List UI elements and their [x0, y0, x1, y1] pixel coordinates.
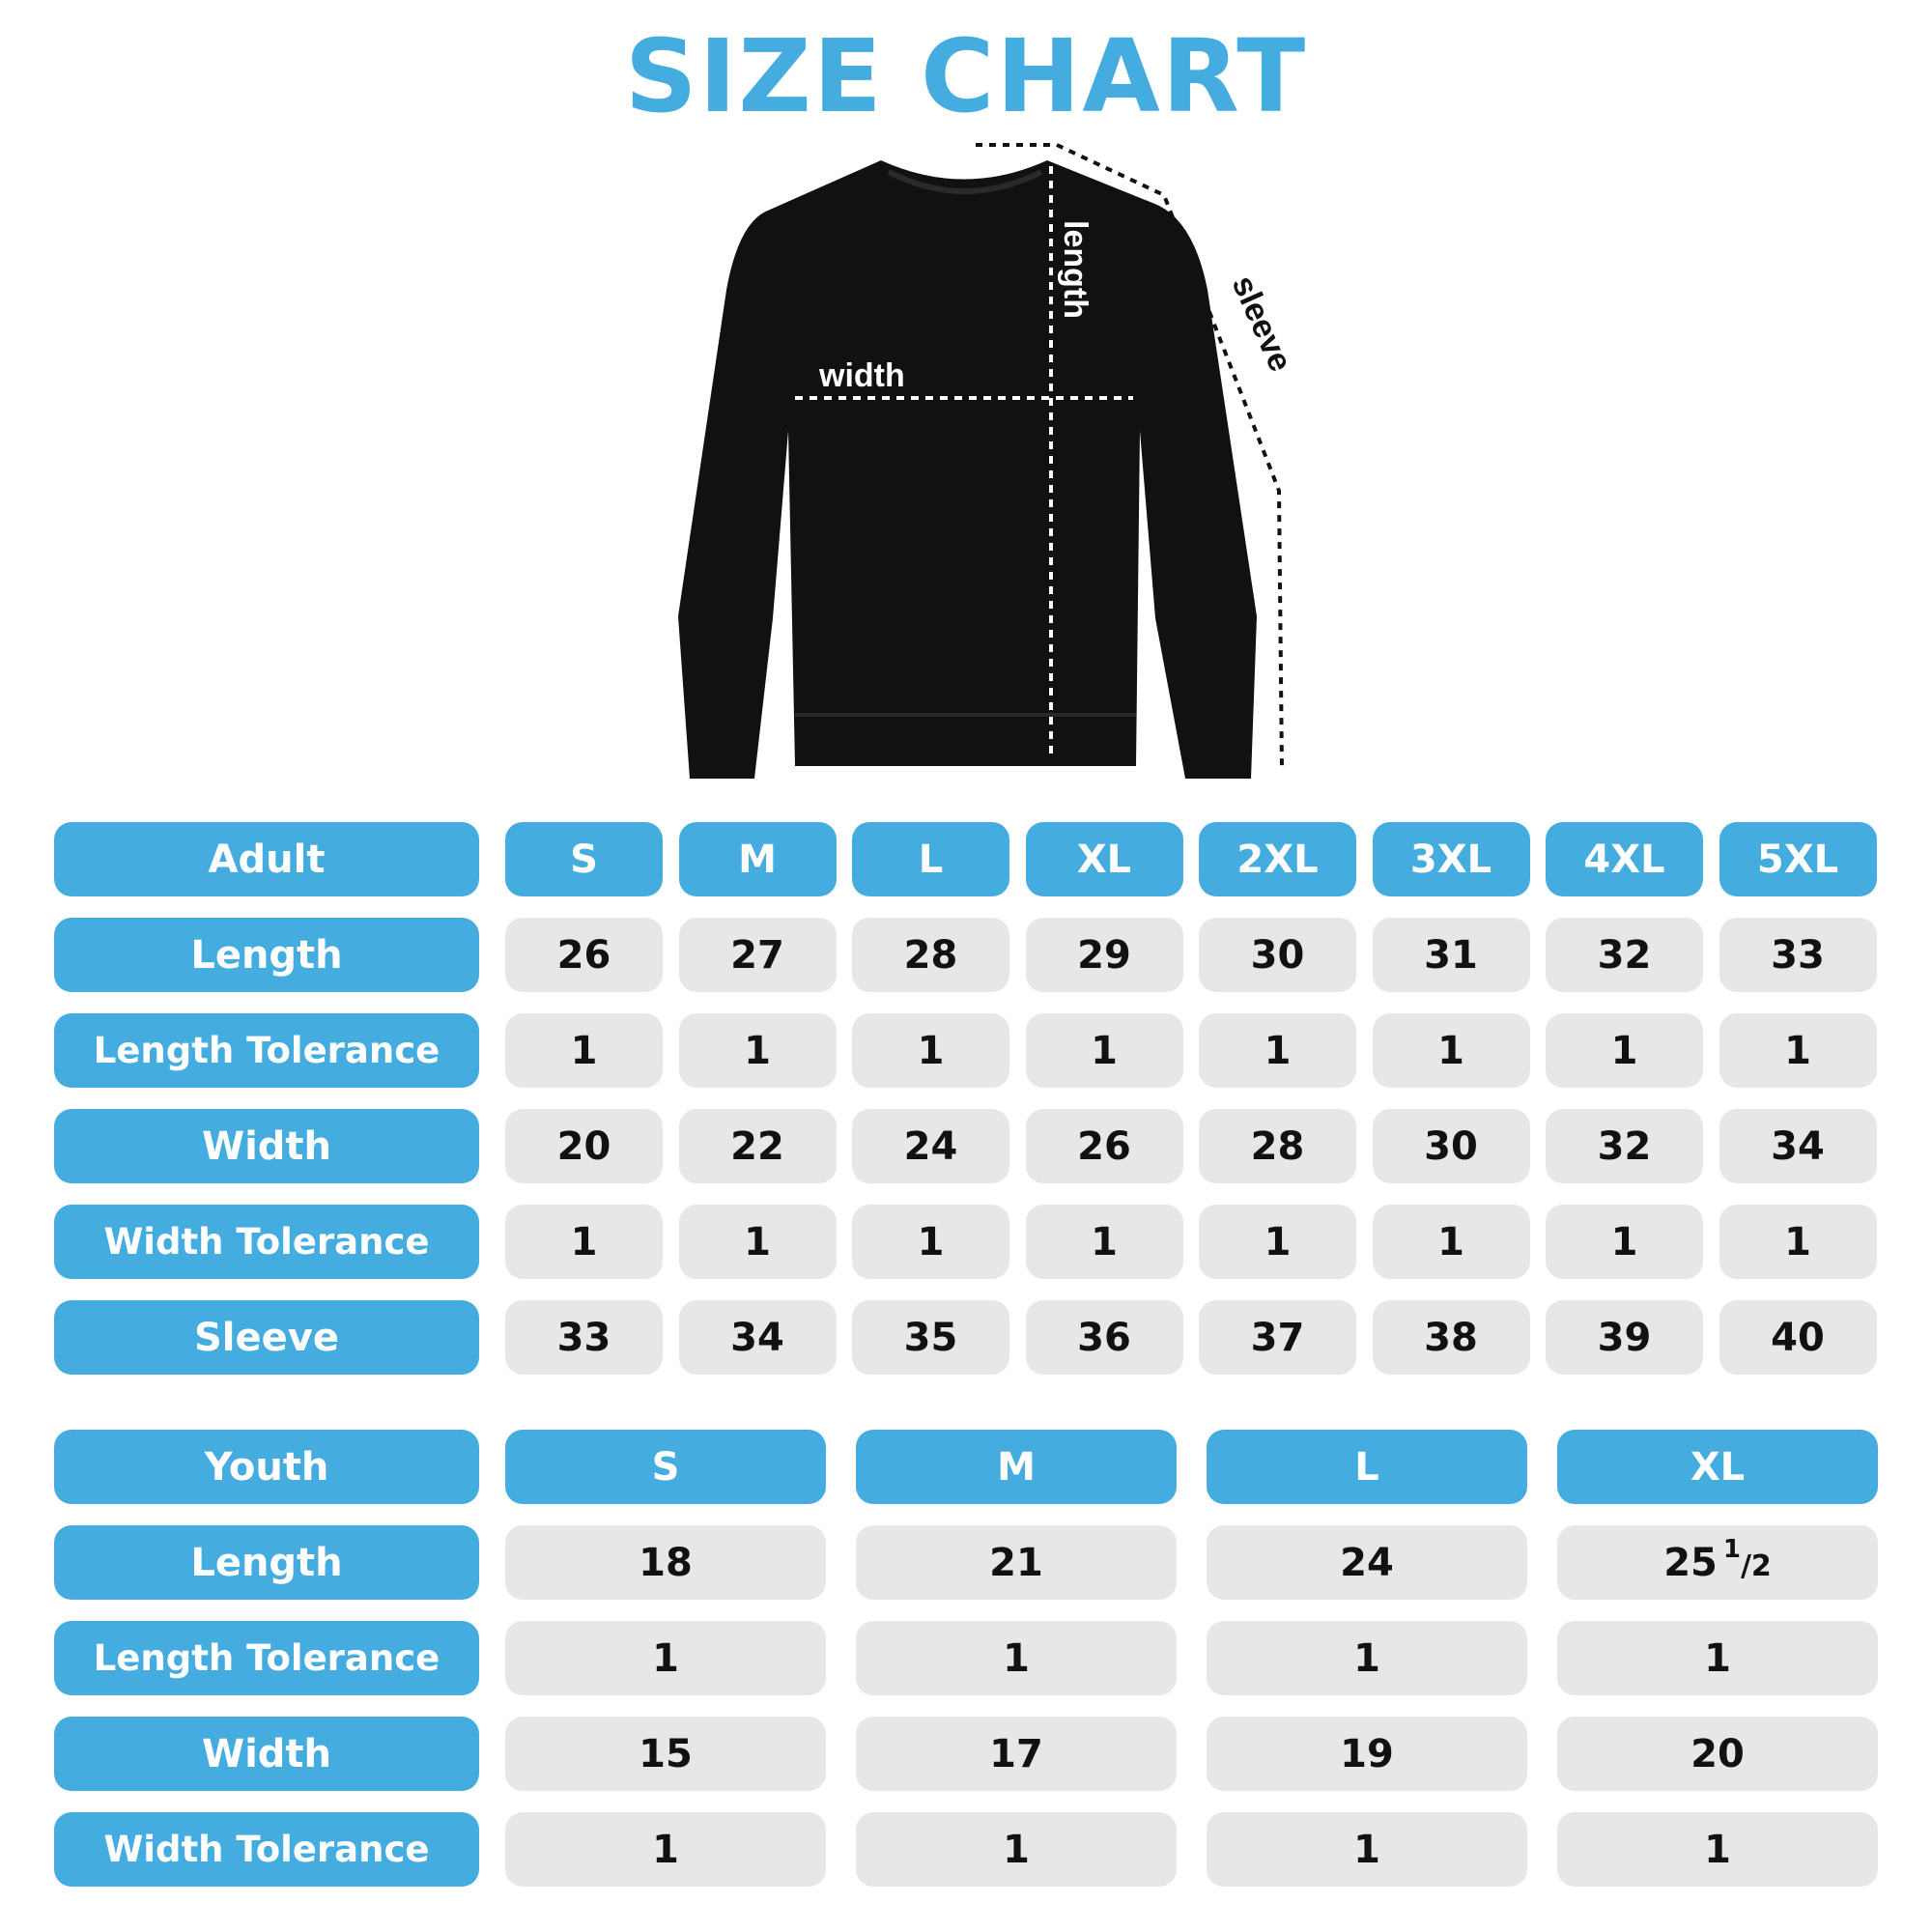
- table-cell: 1: [1199, 1205, 1356, 1279]
- width-label: width: [818, 357, 905, 394]
- table-cell: 33: [1719, 918, 1877, 992]
- size-header-l: L: [852, 822, 1009, 896]
- table-cell: 22: [678, 1109, 837, 1183]
- table-cell: 1: [505, 1205, 663, 1279]
- table-cell: 29: [1025, 918, 1183, 992]
- size-header-2xl: 2XL: [1199, 822, 1356, 896]
- table-cell: 1: [1207, 1812, 1527, 1887]
- size-header-s: S: [505, 1430, 826, 1504]
- table-cell: 1: [1557, 1812, 1878, 1887]
- collar-rib: [887, 169, 1043, 194]
- size-header-5xl: 5XL: [1719, 822, 1877, 896]
- row-label: Length Tolerance: [54, 1621, 479, 1695]
- table-cell: 1: [1207, 1621, 1527, 1695]
- table-cell: 1: [505, 1013, 663, 1088]
- table-cell: 1: [852, 1205, 1009, 1279]
- table-cell: 38: [1372, 1300, 1530, 1375]
- table-cell: 1: [1557, 1621, 1878, 1695]
- sweater-image: [678, 160, 1257, 779]
- table-cell: 28: [852, 918, 1009, 992]
- size-header-xl: XL: [1557, 1430, 1878, 1504]
- size-header-m: M: [678, 822, 837, 896]
- whole-value: 25: [1663, 1540, 1718, 1585]
- table-cell: 20: [505, 1109, 663, 1183]
- table-cell: 32: [1546, 1109, 1703, 1183]
- table-cell: 1: [1025, 1013, 1183, 1088]
- table-cell: 1: [1546, 1205, 1703, 1279]
- row-label: Width Tolerance: [54, 1205, 479, 1279]
- fraction-slash: /: [1740, 1549, 1751, 1583]
- table-cell: 34: [1719, 1109, 1877, 1183]
- table-cell: 36: [1025, 1300, 1183, 1375]
- table-cell: 37: [1199, 1300, 1356, 1375]
- fraction-numerator: 1: [1722, 1534, 1741, 1564]
- table-cell: 1: [1199, 1013, 1356, 1088]
- length-label: length: [1057, 220, 1094, 319]
- row-label: Length: [54, 1525, 479, 1600]
- table-cell: 33: [505, 1300, 663, 1375]
- table-cell: 31: [1372, 918, 1530, 992]
- size-header-l: L: [1207, 1430, 1527, 1504]
- table-cell: 27: [678, 918, 837, 992]
- table-cell: 24: [1207, 1525, 1527, 1600]
- table-cell: 1: [505, 1812, 826, 1887]
- table-cell: 1: [1719, 1013, 1877, 1088]
- table-cell: 17: [856, 1717, 1177, 1791]
- table-cell: 25 1/2: [1557, 1525, 1878, 1600]
- size-header-3xl: 3XL: [1372, 822, 1530, 896]
- table-cell: 1: [678, 1013, 837, 1088]
- size-header-m: M: [856, 1430, 1177, 1504]
- sleeve-label: sleeve: [1225, 270, 1299, 377]
- adult-header-label: Adult: [54, 822, 479, 896]
- table-cell: 1: [1372, 1013, 1530, 1088]
- table-cell: 39: [1546, 1300, 1703, 1375]
- table-cell: 40: [1719, 1300, 1877, 1375]
- table-cell: 1: [1719, 1205, 1877, 1279]
- table-cell: 32: [1546, 918, 1703, 992]
- table-cell: 18: [505, 1525, 826, 1600]
- table-cell: 30: [1199, 918, 1356, 992]
- table-cell: 1: [678, 1205, 837, 1279]
- table-cell: 21: [856, 1525, 1177, 1600]
- size-header-xl: XL: [1025, 822, 1183, 896]
- sleeve-measure-line: [976, 143, 1284, 771]
- row-label: Width: [54, 1717, 479, 1791]
- table-cell: 1: [852, 1013, 1009, 1088]
- table-cell: 1: [1025, 1205, 1183, 1279]
- row-label: Length Tolerance: [54, 1013, 479, 1088]
- row-label: Width: [54, 1109, 479, 1183]
- table-cell: 1: [856, 1812, 1177, 1887]
- table-cell: 1: [856, 1621, 1177, 1695]
- table-cell: 15: [505, 1717, 826, 1791]
- row-label: Sleeve: [54, 1300, 479, 1375]
- table-cell: 34: [678, 1300, 837, 1375]
- table-cell: 26: [1025, 1109, 1183, 1183]
- table-cell: 30: [1372, 1109, 1530, 1183]
- table-cell: 1: [1546, 1013, 1703, 1088]
- size-header-s: S: [505, 822, 663, 896]
- fraction-denominator: 2: [1750, 1549, 1772, 1583]
- table-cell: 24: [852, 1109, 1009, 1183]
- youth-header-label: Youth: [54, 1430, 479, 1504]
- size-header-4xl: 4XL: [1546, 822, 1703, 896]
- table-cell: 20: [1557, 1717, 1878, 1791]
- row-label: Length: [54, 918, 479, 992]
- table-cell: 28: [1199, 1109, 1356, 1183]
- table-cell: 26: [505, 918, 663, 992]
- row-label: Width Tolerance: [54, 1812, 479, 1887]
- table-cell: 1: [505, 1621, 826, 1695]
- table-cell: 19: [1207, 1717, 1527, 1791]
- table-cell: 35: [852, 1300, 1009, 1375]
- table-cell: 1: [1372, 1205, 1530, 1279]
- page-title: SIZE CHART: [624, 17, 1308, 135]
